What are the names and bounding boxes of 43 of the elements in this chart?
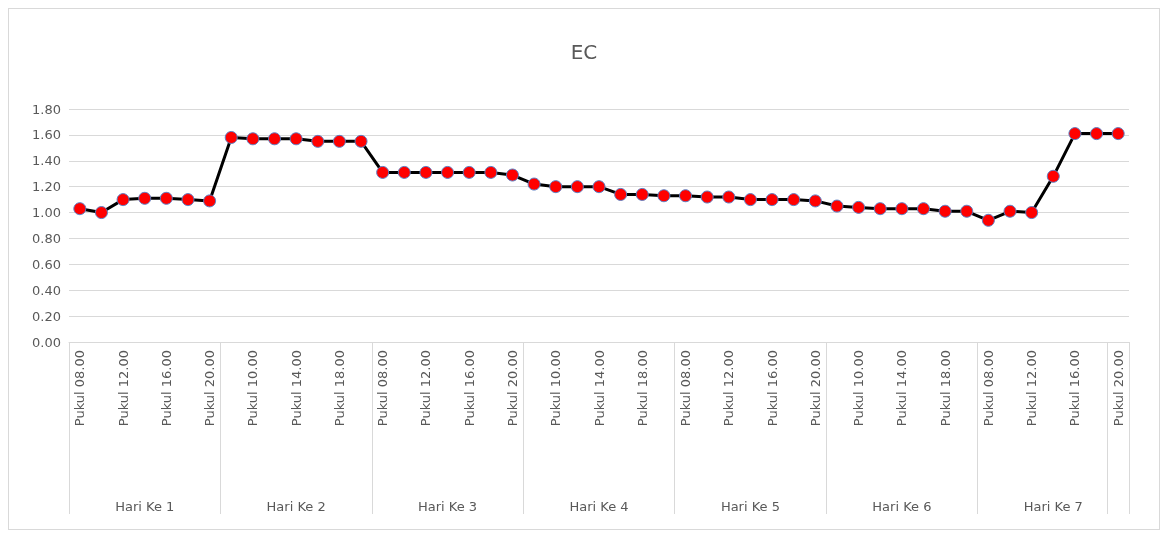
x-tick-label: Pukul 20.00 bbox=[1110, 350, 1126, 427]
y-tick-label: 1.00 bbox=[32, 205, 61, 221]
x-tick-label: Pukul 14.00 bbox=[894, 350, 910, 427]
text: Hari Ke 3 bbox=[418, 499, 478, 514]
y-tick-label: 0.00 bbox=[32, 334, 61, 350]
y-tick-label: 1.80 bbox=[32, 101, 61, 117]
x-tick-label: Pukul 10.00 bbox=[245, 350, 261, 427]
x-tick-label: Pukul 18.00 bbox=[331, 350, 347, 427]
x-tick-label: Pukul 10.00 bbox=[851, 350, 867, 427]
text: Hari Ke 2 bbox=[266, 499, 326, 514]
chart-title: EC bbox=[570, 40, 598, 64]
x-tick-label: Pukul 08.00 bbox=[678, 350, 694, 427]
y-tick-label: 0.60 bbox=[32, 256, 61, 272]
x-tick-label: Pukul 20.00 bbox=[202, 350, 218, 427]
x-tick-label: Pukul 12.00 bbox=[1024, 350, 1040, 427]
x-tick-label: Pukul 08.00 bbox=[980, 350, 996, 427]
x-tick-label: Pukul 16.00 bbox=[1067, 350, 1083, 427]
x-tick-label: Pukul 10.00 bbox=[548, 350, 564, 427]
x-tick-label: Pukul 08.00 bbox=[72, 350, 88, 427]
x-tick-label: Pukul 18.00 bbox=[937, 350, 953, 427]
x-tick-label: Pukul 18.00 bbox=[634, 350, 650, 427]
x-tick-label: Pukul 12.00 bbox=[721, 350, 737, 427]
text: Hari Ke 7 bbox=[1023, 499, 1083, 514]
text: Hari Ke 4 bbox=[569, 499, 629, 514]
x-tick-label: Pukul 08.00 bbox=[375, 350, 391, 427]
x-tick-label: Pukul 12.00 bbox=[418, 350, 434, 427]
y-tick-label: 0.40 bbox=[32, 282, 61, 298]
text: Hari Ke 1 bbox=[115, 499, 175, 514]
x-tick-label: Pukul 16.00 bbox=[461, 350, 477, 427]
y-tick-label: 0.20 bbox=[32, 308, 61, 324]
y-tick-label: 1.60 bbox=[32, 127, 61, 143]
x-tick-label: Pukul 12.00 bbox=[115, 350, 131, 427]
x-tick-label: Pukul 14.00 bbox=[591, 350, 607, 427]
x-tick-label: Pukul 14.00 bbox=[288, 350, 304, 427]
y-tick-label: 1.40 bbox=[32, 153, 61, 169]
y-tick-label: 0.80 bbox=[32, 230, 61, 246]
x-tick-label: Pukul 20.00 bbox=[504, 350, 520, 427]
x-tick-label: Pukul 20.00 bbox=[807, 350, 823, 427]
text: Hari Ke 5 bbox=[720, 499, 780, 514]
x-tick-label: Pukul 16.00 bbox=[158, 350, 174, 427]
y-tick-label: 1.20 bbox=[32, 179, 61, 195]
x-tick-label: Pukul 16.00 bbox=[764, 350, 780, 427]
text: Hari Ke 6 bbox=[872, 499, 932, 514]
